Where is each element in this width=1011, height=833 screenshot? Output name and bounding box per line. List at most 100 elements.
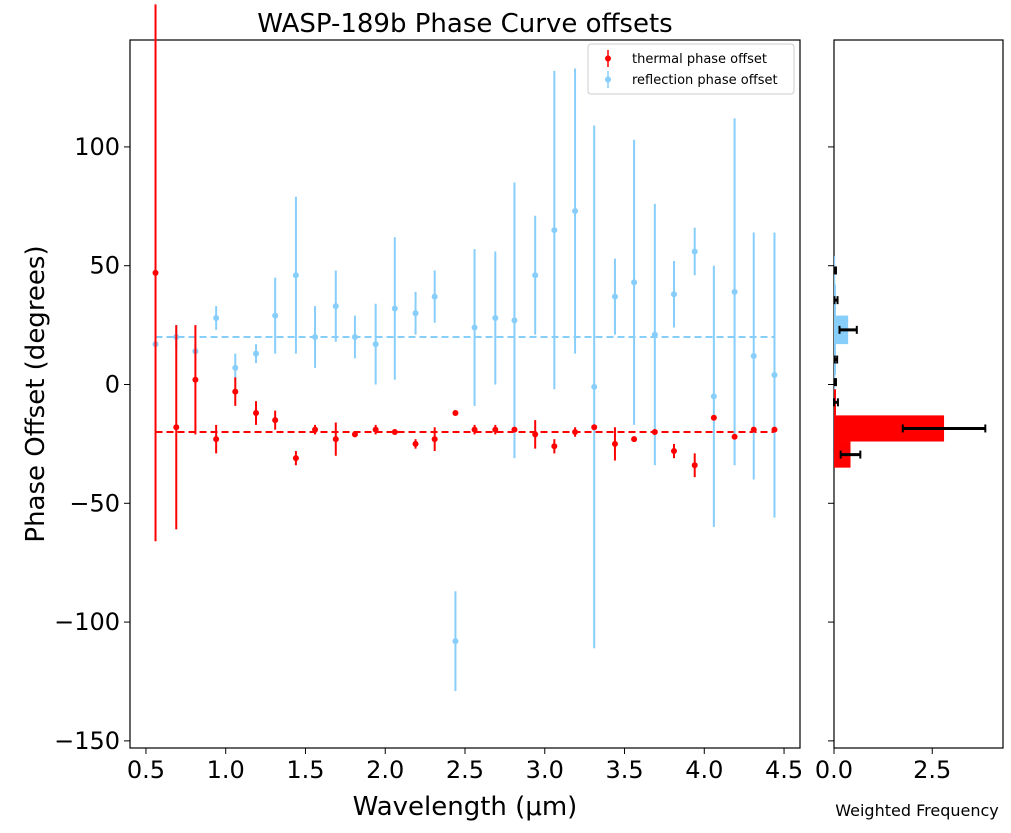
- x-tick-label: 4.0: [685, 756, 723, 784]
- reflection-point: [532, 272, 539, 279]
- y-tick-label: 100: [74, 133, 120, 161]
- x-tick-label: 0.5: [127, 756, 165, 784]
- thermal-point: [471, 426, 478, 433]
- thermal-point: [452, 410, 459, 417]
- thermal-point: [173, 424, 180, 431]
- main-plot-frame: [129, 39, 801, 749]
- side-y-axis-ticks: [828, 146, 834, 742]
- thermal-point: [332, 436, 339, 443]
- reflection-point: [391, 305, 398, 312]
- thermal-point: [351, 431, 358, 438]
- side-histogram-bars: [833, 256, 987, 468]
- series-thermal: [152, 4, 778, 542]
- reflection-point: [611, 293, 618, 300]
- thermal-point: [213, 436, 220, 443]
- reflection-point: [771, 371, 778, 378]
- reflection-point: [372, 341, 379, 348]
- x-axis-ticks: 0.5 1.0 1.5 2.0 2.5 3.0 3.5 4.0 4.5: [127, 748, 803, 784]
- legend-frame: [587, 43, 795, 95]
- thermal-point: [691, 462, 698, 469]
- thermal-point: [611, 440, 618, 447]
- reflection-point: [710, 393, 717, 400]
- thermal-point: [152, 269, 159, 276]
- thermal-point: [372, 426, 379, 433]
- reflection-point: [631, 279, 638, 286]
- thermal-point: [572, 429, 579, 436]
- thermal-point: [492, 426, 499, 433]
- thermal-point: [651, 429, 658, 436]
- x-tick-label: 1.5: [286, 756, 324, 784]
- reflection-point: [511, 317, 518, 324]
- reflection-point: [312, 333, 319, 340]
- reflection-point: [332, 303, 339, 310]
- thermal-point: [253, 410, 260, 417]
- thermal-point: [292, 455, 299, 462]
- thermal-point: [511, 426, 518, 433]
- reflection-point: [292, 272, 299, 279]
- reflection-point: [232, 364, 239, 371]
- side-histogram-frame: [833, 39, 1004, 749]
- legend-reflection-label: reflection phase offset: [632, 73, 778, 88]
- legend-reflection-marker: [605, 76, 611, 83]
- reflection-point: [431, 293, 438, 300]
- x-tick-label: 2.0: [366, 756, 404, 784]
- reflection-point: [651, 331, 658, 338]
- side-x-axis-ticks: 0.0 2.5: [815, 748, 951, 784]
- reflection-point: [351, 333, 358, 340]
- thermal-point: [532, 431, 539, 438]
- thermal-point: [731, 433, 738, 440]
- reflection-point: [731, 288, 738, 295]
- thermal-point: [312, 426, 319, 433]
- reflection-point: [272, 312, 279, 319]
- x-tick-label: 3.5: [605, 756, 643, 784]
- y-tick-label: −150: [54, 727, 120, 755]
- reflection-point: [471, 324, 478, 331]
- thermal-point: [431, 436, 438, 443]
- reflection-point: [591, 383, 598, 390]
- y-axis-ticks: −150 −100 −50 0 50 100: [54, 133, 130, 755]
- thermal-point: [750, 426, 757, 433]
- y-tick-label: −100: [54, 608, 120, 636]
- reflection-point: [670, 291, 677, 298]
- thermal-point: [771, 426, 778, 433]
- reflection-point: [572, 208, 579, 215]
- reflection-point: [551, 227, 558, 234]
- thermal-point: [710, 414, 717, 421]
- legend-thermal-label: thermal phase offset: [632, 52, 767, 67]
- thermal-point: [192, 376, 199, 383]
- y-tick-label: −50: [69, 489, 120, 517]
- side-x-tick-label: 2.5: [913, 756, 951, 784]
- reflection-point: [492, 314, 499, 321]
- reference-lines: [155, 335, 775, 434]
- thermal-point: [551, 443, 558, 450]
- legend-thermal-marker: [605, 55, 611, 62]
- x-tick-label: 1.0: [207, 756, 245, 784]
- thermal-point: [670, 448, 677, 455]
- x-tick-label: 3.0: [526, 756, 564, 784]
- side-histogram: 0.0 2.5 Weighted Frequency: [815, 39, 1004, 820]
- chart-title: WASP-189b Phase Curve offsets: [257, 9, 672, 39]
- reflection-point: [691, 248, 698, 255]
- series-reflection: [152, 68, 778, 691]
- reflection-point: [412, 310, 419, 317]
- y-tick-label: 0: [105, 370, 120, 398]
- x-tick-label: 4.5: [765, 756, 803, 784]
- legend: thermal phase offset reflection phase of…: [587, 43, 795, 95]
- thermal-point: [591, 424, 598, 431]
- side-x-tick-label: 0.0: [815, 756, 853, 784]
- side-x-axis-label: Weighted Frequency: [835, 801, 998, 820]
- x-axis-label: Wavelength (μm): [353, 792, 578, 822]
- y-axis-label: Phase Offset (degrees): [21, 245, 51, 542]
- x-tick-label: 2.5: [446, 756, 484, 784]
- y-tick-label: 50: [89, 252, 120, 280]
- thermal-point: [272, 417, 279, 424]
- reflection-point: [213, 314, 220, 321]
- reflection-point: [452, 638, 459, 645]
- thermal-point: [631, 436, 638, 443]
- reflection-point: [750, 352, 757, 359]
- thermal-point: [391, 429, 398, 436]
- main-plot: WASP-189b Phase Curve offsets Wavelength…: [21, 4, 803, 822]
- thermal-point: [232, 388, 239, 395]
- reflection-point: [253, 350, 260, 357]
